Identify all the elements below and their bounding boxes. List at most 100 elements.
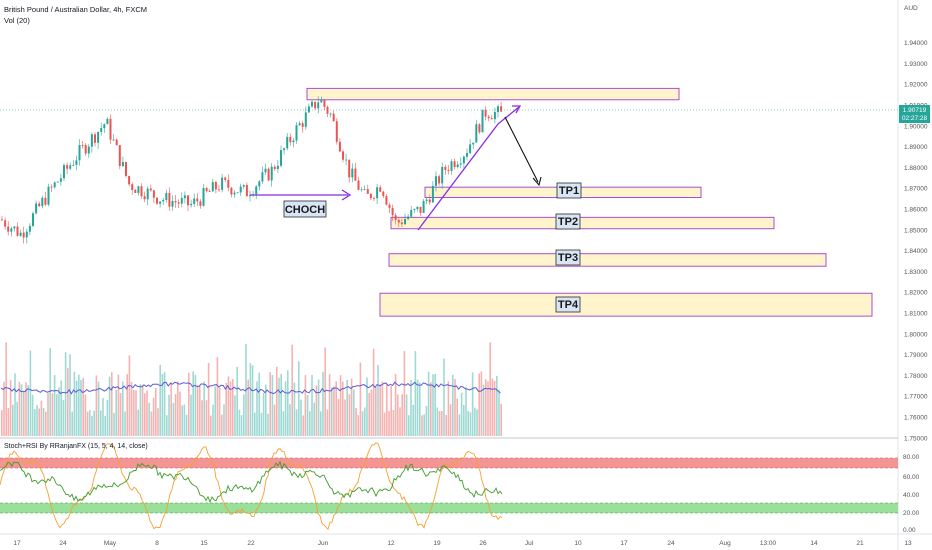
volume-bar	[430, 382, 432, 436]
volume-bar	[223, 404, 225, 436]
candle-body	[69, 165, 72, 169]
volume-bar	[344, 399, 346, 436]
volume-bar	[408, 415, 410, 436]
volume-bar	[445, 414, 447, 436]
volume-bar	[282, 411, 285, 436]
candle-body	[143, 196, 146, 200]
candle-body	[171, 201, 174, 207]
choch-label-box: CHOCH	[283, 200, 327, 218]
volume-bar	[201, 400, 203, 436]
volume-bar	[392, 410, 395, 436]
candle-body	[419, 206, 422, 213]
volume-bar	[496, 375, 498, 436]
candle-body	[472, 142, 475, 145]
price-tick: 1.80000	[904, 331, 928, 338]
candle-body	[47, 186, 50, 205]
volume-bar	[42, 408, 45, 436]
volume-bar	[75, 380, 78, 436]
time-tick: Jul	[525, 540, 534, 547]
zone-tp2[interactable]	[390, 216, 775, 230]
time-tick: 10	[574, 540, 582, 547]
candle-body	[363, 189, 366, 190]
indicator-tick-60: 60.00	[903, 474, 920, 481]
candle-body	[56, 181, 59, 183]
volume-bar	[311, 375, 313, 436]
volume-bar	[104, 415, 106, 436]
candle-body	[304, 112, 307, 127]
candle-body	[397, 219, 400, 223]
candle-body	[453, 161, 456, 168]
candle-body	[435, 176, 437, 186]
volume-bar	[394, 374, 397, 436]
indicator-title: Stoch+RSI By RRanjanFX (15, 5, 4, 14, cl…	[4, 443, 148, 450]
candle-body	[382, 191, 385, 197]
volume-bar	[170, 381, 172, 436]
volume-bar	[456, 398, 458, 436]
price-scale[interactable]: 1.940001.930001.920001.910001.900001.890…	[904, 40, 928, 442]
volume-bar	[458, 414, 461, 436]
volume-bar	[335, 381, 337, 436]
candle-body	[245, 184, 248, 197]
volume-bar	[377, 364, 379, 436]
zone-supply[interactable]	[306, 87, 680, 101]
volume-bar	[375, 386, 377, 436]
zone-tp3[interactable]	[388, 253, 827, 267]
candle-body	[162, 200, 165, 202]
candle-body	[444, 166, 447, 170]
tp4-label: TP4	[558, 299, 579, 311]
volume-bar	[469, 412, 472, 436]
time-tick: 24	[59, 540, 67, 547]
volume-bar	[249, 363, 252, 436]
volume-bar	[199, 385, 201, 436]
volume-bar	[465, 387, 467, 436]
candle-body	[295, 125, 298, 141]
projection-arrow	[504, 116, 539, 183]
candle-body	[366, 189, 369, 194]
volume-bar	[36, 405, 38, 436]
zone-tp4[interactable]	[379, 292, 873, 317]
candle-body	[137, 186, 140, 193]
candle-body	[19, 232, 22, 236]
time-axis[interactable]: 17 24 May 8 15 22 Jun 12 19 26 Jul 10 17 24 Aug 13:00 14…	[13, 540, 912, 547]
trendline-arrowhead	[512, 105, 522, 114]
volume-bar	[51, 393, 54, 436]
volume-bar	[84, 394, 87, 436]
time-tick: 22	[247, 540, 255, 547]
candle-body	[400, 222, 403, 225]
candle-body	[180, 198, 183, 204]
volume-bar	[390, 386, 392, 436]
candle-body	[320, 100, 323, 103]
candle-body	[332, 113, 335, 122]
volume-bar	[320, 411, 322, 436]
volume-bar	[53, 375, 56, 436]
candle-body	[224, 177, 227, 180]
candle-body	[391, 207, 394, 216]
volume-bar	[27, 385, 29, 436]
candle-body	[112, 139, 115, 141]
volume-bar	[16, 401, 18, 436]
volume-bar	[328, 374, 331, 436]
candle-body	[456, 164, 459, 168]
volume-bar	[141, 384, 144, 436]
candle-body	[438, 176, 441, 184]
candle-body	[469, 144, 472, 154]
candle-body	[373, 198, 375, 199]
price-tag: 1.90719 02:27:28	[899, 105, 930, 123]
volume-bar	[212, 404, 214, 436]
candle-body	[283, 148, 286, 151]
candle-body	[208, 191, 211, 192]
indicator-tick-80: 80.00	[903, 454, 920, 461]
price-tag-countdown: 02:27:28	[902, 115, 928, 122]
volume-bar	[251, 365, 254, 436]
time-tick: May	[104, 540, 117, 547]
volume-bar	[313, 402, 315, 436]
volume-bar	[227, 376, 230, 436]
volume-bar	[135, 390, 137, 436]
volume-bar	[262, 393, 265, 436]
volume-bar	[80, 380, 82, 436]
volume-bar	[89, 409, 91, 436]
price-tick: 1.75000	[904, 435, 928, 442]
candle-body	[317, 102, 320, 109]
volume-bar	[306, 395, 309, 436]
